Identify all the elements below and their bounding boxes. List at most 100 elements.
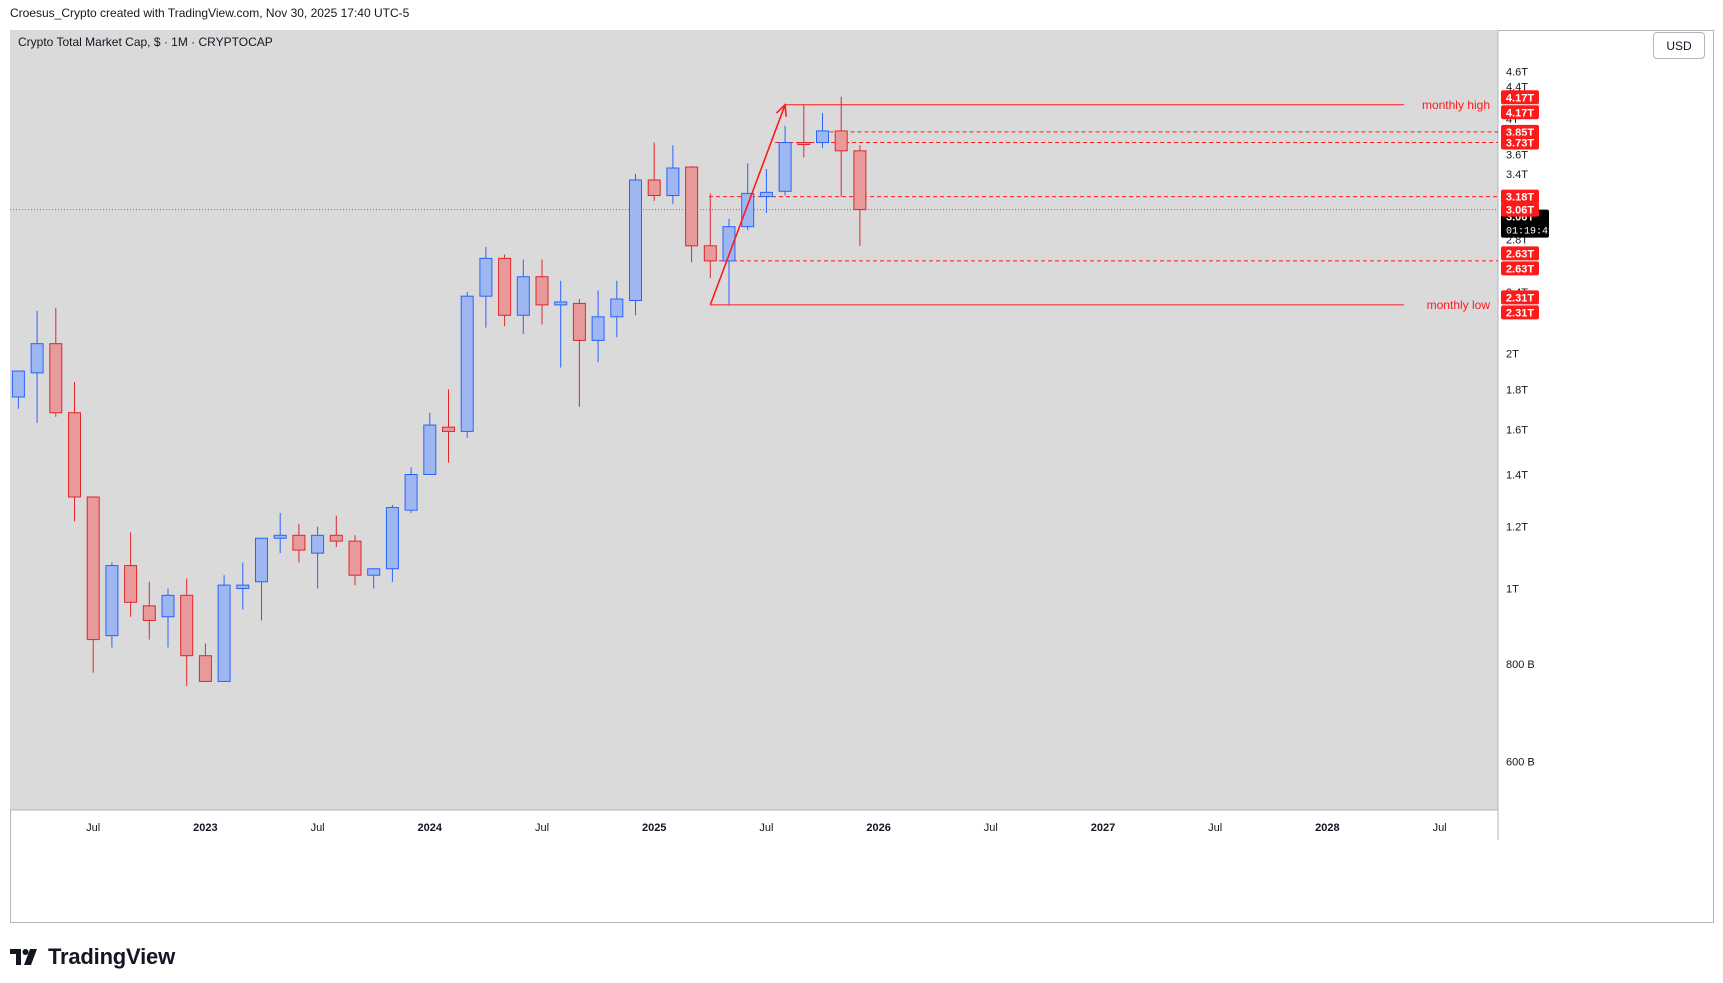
last-price-red-badge: 3.06T: [1506, 205, 1534, 217]
level-badge-0-1: 4.17T: [1506, 107, 1534, 119]
x-tick-label-5: 2025: [642, 822, 666, 834]
x-tick-label-1: 2023: [193, 822, 217, 834]
level-badge-5-1-bg: [1501, 305, 1539, 320]
candle-body-14: [273, 534, 287, 539]
candle-body-37: [703, 245, 717, 262]
level-badge-5-1: 2.31T: [1506, 307, 1534, 319]
x-tick-label-6: Jul: [759, 822, 773, 834]
candle-body-43: [816, 130, 829, 144]
level-badge-4-0-bg: [1501, 246, 1539, 261]
candle-body-17: [329, 534, 343, 542]
candle-body-35: [666, 167, 680, 197]
candle-body-33: [629, 179, 642, 301]
level-label-5: monthly low: [1427, 298, 1491, 312]
level-badge-4-0: 2.63T: [1506, 248, 1534, 260]
level-badge-0-0-bg: [1501, 90, 1539, 105]
x-tick-label-0: Jul: [86, 822, 100, 834]
y-tick-label-0: 4.6T: [1506, 67, 1528, 79]
y-tick-label-12: 1.2T: [1506, 522, 1528, 534]
x-tick-label-10: Jul: [1208, 822, 1222, 834]
candle-body-31: [591, 316, 605, 341]
level-badge-4-1: 2.63T: [1506, 263, 1534, 275]
y-tick-label-4: 3.4T: [1506, 169, 1528, 181]
level-badge-3-0: 3.18T: [1506, 192, 1534, 204]
level-badge-0-0: 4.17T: [1506, 92, 1534, 104]
y-tick-label-13: 1T: [1506, 583, 1519, 595]
candle-body-38: [722, 226, 736, 262]
level-badge-3-0-bg: [1501, 189, 1539, 204]
candle-body-18: [348, 540, 362, 576]
candle-body-7: [142, 605, 156, 621]
horizontal-levels: monthly high monthly low: [10, 98, 1498, 312]
candle-body-32: [610, 298, 624, 318]
level-badge-0-1-bg: [1501, 105, 1539, 120]
y-tick-label-3: 3.6T: [1506, 150, 1528, 162]
candle-body-6: [124, 565, 138, 603]
candle-body-42: [797, 142, 811, 146]
candle-body-27: [516, 276, 530, 316]
chart-attribution: Croesus_Crypto created with TradingView.…: [10, 6, 410, 20]
candle-body-34: [647, 179, 661, 197]
candle-body-45: [853, 150, 867, 211]
level-badge-5-0: 2.31T: [1506, 292, 1534, 304]
y-tick-label-10: 1.6T: [1506, 424, 1528, 436]
candle-body-29: [554, 301, 568, 306]
x-tick-label-2: Jul: [311, 822, 325, 834]
candle-body-39: [741, 192, 755, 228]
x-tick-label-7: 2026: [866, 822, 890, 834]
level-badge-2-0: 3.73T: [1506, 138, 1534, 150]
level-badge-4-1-bg: [1501, 261, 1539, 276]
candle-body-40: [759, 191, 773, 198]
candle-body-30: [572, 302, 586, 341]
arrow-shaft: [709, 104, 786, 306]
candle-body-41: [778, 142, 792, 192]
brand-name: TradingView: [48, 944, 175, 969]
candle-body-26: [498, 257, 512, 316]
y-tick-label-15: 600 B: [1506, 757, 1535, 769]
symbol-title: Crypto Total Market Cap, $ · 1M · CRYPTO…: [18, 35, 273, 49]
candle-body-4: [86, 496, 100, 641]
x-tick-label-4: Jul: [535, 822, 549, 834]
price-axis: 4.6T4.4T4T3.6T3.4T3T2.8T2.4T2T1.8T1.6T1.…: [1506, 67, 1535, 769]
y-tick-label-11: 1.4T: [1506, 470, 1528, 482]
candle-body-44: [834, 130, 848, 152]
candle-body-21: [404, 474, 418, 511]
candle-body-20: [385, 507, 399, 570]
candle-body-1: [30, 343, 44, 374]
currency-button[interactable]: USD: [1653, 32, 1705, 59]
level-label-0: monthly high: [1422, 98, 1490, 112]
candle-body-11: [217, 584, 231, 682]
candle-body-19: [367, 568, 381, 576]
candle-body-36: [685, 166, 699, 247]
candle-body-13: [255, 537, 268, 583]
candle-body-0: [11, 370, 25, 398]
candle-body-24: [460, 295, 474, 432]
candle-body-8: [161, 594, 175, 618]
x-tick-label-9: 2027: [1091, 822, 1115, 834]
y-tick-label-8: 2T: [1506, 349, 1519, 361]
candle-body-3: [68, 412, 81, 498]
candle-body-15: [292, 534, 306, 551]
candle-body-23: [442, 426, 455, 432]
candle-body-12: [236, 584, 250, 589]
y-tick-label-9: 1.8T: [1506, 384, 1528, 396]
y-tick-label-6: 2.8T: [1506, 235, 1528, 247]
candle-body-16: [311, 534, 325, 554]
candle-body-2: [49, 343, 63, 414]
candle-body-5: [105, 565, 119, 637]
plot-background: [10, 30, 1498, 810]
y-tick-label-14: 800 B: [1506, 659, 1535, 671]
brand[interactable]: TradingView: [10, 942, 175, 972]
x-tick-label-11: 2028: [1315, 822, 1339, 834]
trend-arrow: [709, 103, 788, 306]
level-badge-5-0-bg: [1501, 290, 1539, 305]
last-price-red-badge-bg: [1501, 202, 1539, 217]
price-badges: 4.17T4.17T3.85T3.73T3.18T2.63T2.63T2.31T…: [1501, 90, 1554, 320]
candle-body-28: [535, 276, 549, 306]
candle-body-9: [180, 594, 194, 657]
candle-body-22: [423, 424, 437, 476]
x-tick-label-8: Jul: [984, 822, 998, 834]
time-axis: Jul 2023 Jul 2024 Jul 2025 Jul 2026 Jul 2027 Jul 20…: [86, 822, 1446, 834]
level-badge-2-0-bg: [1501, 135, 1539, 150]
